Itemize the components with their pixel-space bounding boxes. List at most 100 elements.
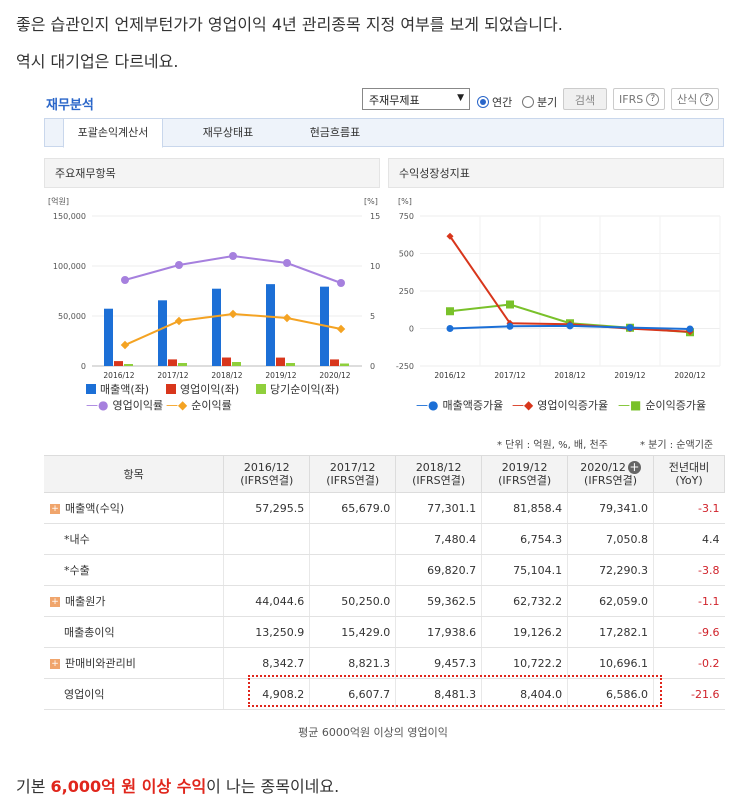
expand-icon[interactable]: + (50, 659, 60, 669)
point (174, 316, 184, 326)
table-cell: 8,481.3 (395, 678, 482, 710)
y2-tick-label: 0 (370, 362, 375, 371)
formula-button-label: 산식 (677, 93, 698, 106)
highlight-box (248, 675, 662, 707)
help-icon: ? (700, 92, 714, 106)
table-cell: 17,282.1 (567, 616, 654, 648)
header-year: 2019/12 (IFRS연결) (481, 455, 569, 493)
series-line (449, 235, 691, 333)
row-label[interactable]: + 매출액(수익) (44, 492, 224, 524)
chart-heading: 주요재무항목 (44, 158, 380, 188)
legend-item[interactable]: 당기순이익(좌) (256, 381, 339, 397)
yoy-cell: -3.1 (653, 492, 725, 524)
bar (168, 359, 177, 366)
y2-tick-label: 10 (370, 262, 380, 271)
y-tick-label: 50,000 (58, 312, 86, 321)
radio-unchecked-icon (522, 96, 534, 108)
table-cell: 15,429.0 (309, 616, 396, 648)
table-cell: 7,050.8 (567, 523, 654, 555)
legend-label: 영업이익(좌) (180, 383, 240, 396)
bar (212, 288, 221, 366)
tab-balance-sheet[interactable]: 재무상태표 (202, 126, 254, 139)
radio-quarter[interactable]: 분기 (522, 91, 557, 113)
chevron-down-icon: ▼ (457, 93, 464, 103)
legend-line-icon: —● (86, 398, 109, 412)
point (336, 324, 346, 334)
bar (222, 357, 231, 366)
row-label-text: 영업이익 (64, 688, 105, 701)
row-label-text: 매출원가 (65, 595, 106, 608)
point (506, 322, 514, 330)
y2-tick-label: 5 (370, 312, 375, 321)
legend-line-icon: —● (416, 398, 439, 412)
table-header-row: 항목 2016/12 (IFRS연결) 2017/12 (IFRS연결) 2018/… (44, 455, 725, 493)
financial-table: 항목 2016/12 (IFRS연결) 2017/12 (IFRS연결) 2018/… (44, 455, 725, 710)
point (686, 325, 694, 333)
legend-item[interactable]: —◆ 순이익률 (166, 397, 232, 413)
growth-plot: [%] -250 0 250 500 750 2016/12 2017/12 2018/12 20… (396, 197, 721, 380)
row-label: 영업이익 (44, 678, 224, 710)
expand-icon[interactable]: + (50, 504, 60, 514)
x-tick-label: 2018/12 (211, 371, 242, 380)
yoy-cell: -1.1 (653, 585, 725, 617)
table-cell: 62,059.0 (567, 585, 654, 617)
bar (104, 308, 113, 366)
table-row: 영업이익 4,908.2 6,607.7 8,481.3 8,404.0 6,586.0-… (44, 678, 725, 710)
yoy-cell: 4.4 (653, 523, 725, 555)
legend-item[interactable]: 매출액(좌) (86, 381, 149, 397)
legend-item[interactable]: —● 매출액증가율 (416, 397, 503, 413)
search-button[interactable]: 검색 (563, 88, 607, 110)
y-tick-label: 250 (399, 287, 414, 296)
row-label[interactable]: + 판매비와관리비 (44, 647, 224, 679)
tab-income-statement[interactable]: 포괄손익계산서 (63, 118, 163, 148)
axis-unit: [%] (398, 197, 412, 206)
image-caption: 평균 6000억원 이상의 영업이익 (298, 726, 448, 739)
statement-select-value: 주재무제표 (369, 94, 420, 107)
point (446, 325, 454, 332)
table-row: *수출 69,820.7 75,104.1 72,290.3 -3.8 (44, 554, 725, 586)
growth-chart: 수익성장성지표 [%] -250 0 250 500 750 2016/12 2017/12 2… (388, 158, 724, 416)
axis-unit: [억원] (48, 196, 69, 206)
help-icon: ? (646, 92, 660, 106)
point (175, 261, 183, 269)
legend-swatch (166, 384, 176, 394)
yoy-cell: -9.6 (653, 616, 725, 648)
point (566, 322, 574, 330)
table-cell: 9,457.3 (395, 647, 482, 679)
header-year: 2018/12 (IFRS연결) (395, 455, 483, 493)
y-tick-label: 500 (399, 250, 414, 259)
ifrs-button[interactable]: IFRS ? (613, 88, 666, 110)
table-cell (223, 554, 310, 586)
tab-cash-flow[interactable]: 현금흐름표 (309, 126, 361, 139)
row-label: *수출 (44, 554, 224, 586)
highlighted-text: 6,000억 원 이상 수익 (50, 777, 207, 796)
expand-icon[interactable]: + (50, 597, 60, 607)
statement-select[interactable]: 주재무제표 ▼ (362, 88, 470, 110)
blog-text-line-1: 좋은 습관인지 언제부턴가가 영업이익 4년 관리종목 지정 여부를 보게 되었… (16, 15, 563, 34)
row-label-text: *내수 (64, 533, 90, 546)
legend-item[interactable]: —◆ 영업이익증가율 (512, 397, 608, 413)
y-tick-label: -250 (396, 362, 414, 371)
table-cell: 50,250.0 (309, 585, 396, 617)
row-label-text: *수출 (64, 564, 90, 577)
main-financials-plot: [억원] [%] 0 0 50,000 5 100,000 10 150,000 15 2016/1… (48, 196, 380, 380)
table-cell: 62,732.2 (481, 585, 568, 617)
radio-annual[interactable]: 연간 (477, 91, 512, 113)
bar (124, 364, 133, 366)
table-cell (309, 523, 396, 555)
bar (286, 363, 295, 366)
x-tick-label: 2019/12 (265, 371, 296, 380)
add-column-icon[interactable]: + (627, 460, 641, 474)
point (283, 259, 291, 267)
panel-title: 재무분석 (46, 98, 94, 113)
table-cell: 4,908.2 (223, 678, 310, 710)
legend-line-icon: —◆ (166, 398, 188, 412)
formula-button[interactable]: 산식 ? (671, 88, 720, 110)
point (228, 309, 238, 319)
main-financials-chart: 주요재무항목 [억원] [%] 0 0 50,000 5 100,000 10 150,000 1… (44, 158, 380, 416)
legend-label: 당기순이익(좌) (270, 383, 340, 396)
legend-item[interactable]: 영업이익(좌) (166, 381, 239, 397)
legend-item[interactable]: —● 영업이익률 (86, 397, 163, 413)
row-label[interactable]: + 매출원가 (44, 585, 224, 617)
legend-item[interactable]: —■ 순이익증가율 (618, 397, 706, 413)
